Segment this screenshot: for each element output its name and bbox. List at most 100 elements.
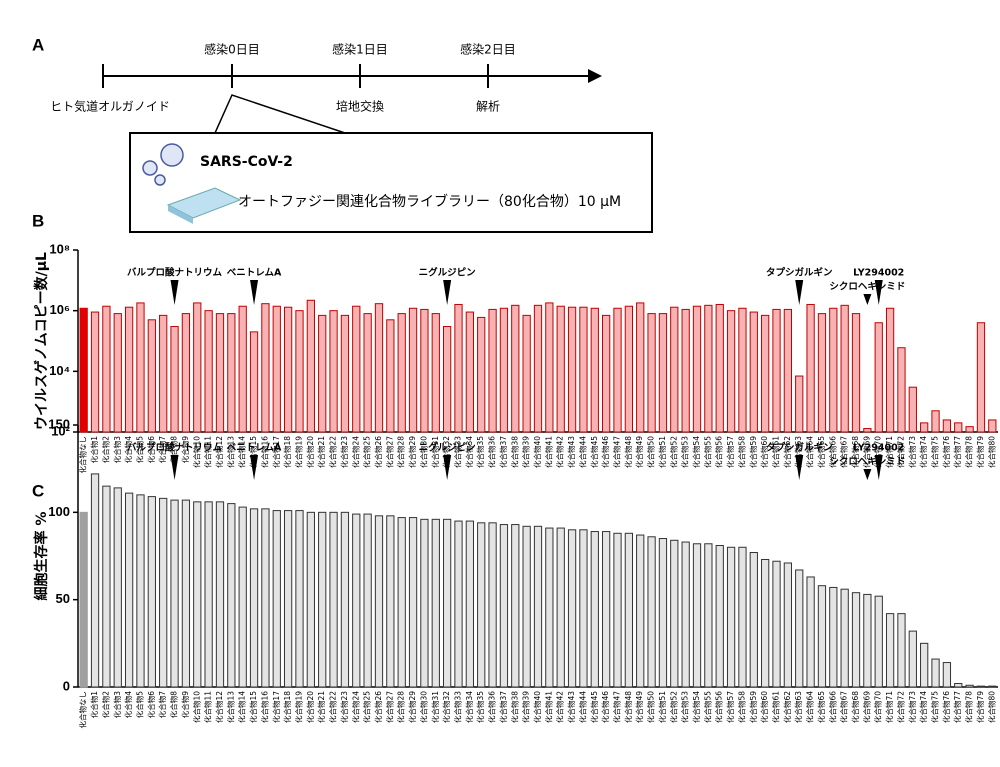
library-label: オートファジー関連化合物ライブラリー（80化合物）10 µM [238,193,621,210]
x-tick-label: 化合物58 [736,436,746,468]
annotation: バルプロ酸ナトリウム [127,442,223,454]
x-tick-label: 化合物30 [418,691,428,723]
x-tick-label: 化合物26 [373,436,383,468]
bar [295,310,304,433]
event-label: ヒト気道オルガノイド [50,99,170,114]
x-tick-label: 化合物72 [895,691,905,723]
x-tick-label: 化合物63 [793,691,803,723]
bar [567,529,577,688]
bar [431,313,440,433]
x-tick-label: 化合物45 [589,691,599,723]
x-tick-label: 化合物51 [657,691,667,723]
x-tick-label: 化合物49 [634,436,644,468]
bar [477,522,486,688]
x-tick-label: 化合物13 [225,436,235,468]
bar [885,613,895,688]
annotation: ニグルジピン [419,267,476,279]
x-tick-label: 化合物50 [646,436,656,468]
x-tick-label: 化合物62 [782,436,792,468]
x-tick-label: 化合物43 [566,691,576,723]
bar [124,492,134,688]
bar [874,322,883,433]
day-label: 感染2日目 [460,42,516,57]
x-tick-label: 化合物53 [680,436,690,468]
annotation-arrow [795,455,804,480]
bar [851,313,861,433]
bar [988,685,997,688]
bar [340,511,350,688]
bar [408,517,418,688]
x-tick-label: 化合物11 [203,691,213,723]
x-tick-label: 化合物49 [634,691,644,723]
bar [738,546,747,688]
annotation-arrow [250,280,259,305]
annotation-arrow [874,280,883,305]
bar [477,316,486,433]
annotation-arrow [443,280,452,305]
bar [170,499,179,688]
bar [249,331,259,433]
bar [204,310,213,433]
x-tick-label: 化合物53 [680,691,690,723]
bar [261,303,270,433]
x-tick-label: 化合物6 [146,691,156,718]
x-tick-label: 化合物78 [964,436,974,468]
bar [658,538,668,688]
x-tick-label: 化合物54 [691,691,701,723]
bar [329,310,338,433]
bar [533,304,543,433]
bar [590,307,599,433]
bar [306,511,315,688]
x-tick-label: 化合物60 [759,436,769,468]
bar [374,303,384,433]
x-tick-label: 化合物34 [464,691,474,723]
bar [942,662,952,688]
x-tick-label: 化合物5 [134,691,144,718]
bar [397,313,406,433]
x-tick-label: 化合物38 [509,691,519,723]
bar [715,303,724,433]
x-tick-label: 化合物56 [714,436,724,468]
bar [181,499,191,688]
x-tick-label: 化合物30 [418,436,428,468]
bar [897,347,906,433]
bar [499,524,509,688]
x-tick-label: 化合物18 [282,436,292,468]
bar [465,311,474,433]
bar [79,307,88,433]
bar [795,569,804,688]
bar [817,313,827,433]
x-tick-label: 化合物18 [282,691,292,723]
virus-label: SARS-CoV-2 [200,154,293,170]
bar [806,303,815,433]
bar [613,307,622,433]
event-label: 培地交換 [336,99,384,114]
bar [602,314,611,433]
x-tick-label: 化合物75 [930,436,940,468]
bar [170,326,179,433]
x-tick-label: 化合物32 [441,691,451,723]
bar [397,517,406,688]
bar [272,510,281,688]
x-tick-label: 化合物7 [157,691,167,718]
x-tick-label: 化合物21 [316,436,326,468]
bar [749,311,758,433]
x-tick-label: 化合物16 [259,691,269,723]
bar [215,313,225,433]
bar [420,308,429,433]
x-tick-label: 化合物56 [714,691,724,723]
x-tick-label: 化合物3 [112,691,122,718]
bar [545,302,554,433]
bar [670,539,679,688]
bar [965,426,974,433]
bar [840,588,849,688]
x-tick-label: 化合物17 [271,691,281,723]
x-tick-label: 化合物29 [407,691,417,723]
x-tick-label: 化合物24 [350,691,360,723]
x-tick-label: 化合物34 [464,436,474,468]
bar [352,305,361,433]
bar [613,532,622,688]
bar [954,422,963,433]
x-tick-label: 化合物79 [975,436,985,468]
x-tick-label: 化合物59 [748,691,758,723]
